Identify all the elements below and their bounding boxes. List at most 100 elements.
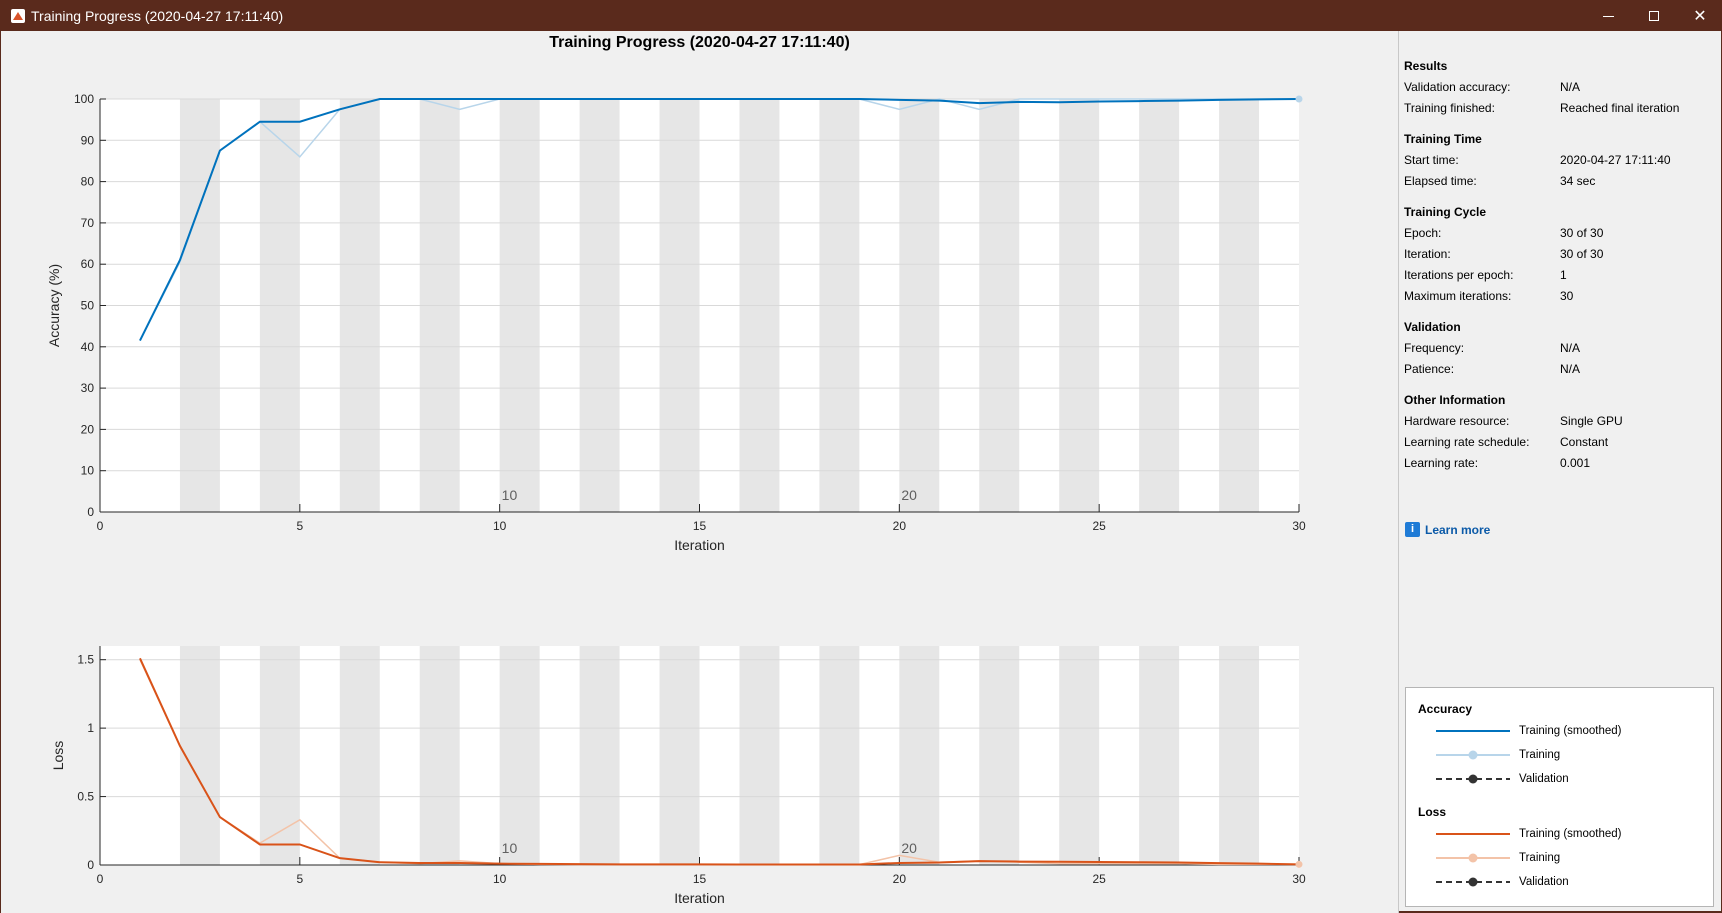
info-value: 34 sec (1560, 174, 1596, 188)
minimize-button[interactable] (1585, 1, 1631, 31)
series-training-smoothed-line (139, 98, 1300, 342)
x-tick-label: 0 (97, 519, 104, 533)
info-label: Start time: (1404, 153, 1459, 167)
x-tick-label: 5 (296, 519, 303, 533)
epoch-band (979, 646, 1020, 865)
window-title: Training Progress (2020-04-27 17:11:40) (31, 8, 284, 24)
legend-label: Training (smoothed) (1519, 828, 1622, 840)
x-tick-label: 10 (493, 519, 507, 533)
epoch-band (1219, 646, 1260, 865)
title-bar[interactable]: Training Progress (2020-04-27 17:11:40) … (1, 1, 1722, 31)
info-label: Frequency: (1404, 341, 1465, 355)
legend-label: Validation (1519, 876, 1569, 888)
learn-more-link[interactable]: i Learn more (1405, 522, 1490, 537)
info-label: Training finished: (1404, 101, 1495, 115)
info-label: Hardware resource: (1404, 414, 1510, 428)
info-label: Patience: (1404, 362, 1455, 376)
y-tick-label: 40 (81, 340, 95, 354)
y-tick-label: 90 (81, 133, 95, 147)
epoch-band (1139, 646, 1180, 865)
x-axis-label: Iteration (674, 537, 725, 551)
legend-dot (1468, 877, 1478, 887)
info-label: Validation accuracy: (1404, 80, 1511, 94)
legend-dot (1468, 750, 1478, 760)
epoch-marker-label: 20 (901, 840, 917, 856)
info-label: Iterations per epoch: (1404, 268, 1514, 282)
epoch-band (259, 646, 300, 865)
x-tick-label: 15 (693, 519, 707, 533)
epoch-band (579, 646, 620, 865)
epoch-band (339, 646, 380, 865)
accuracy-chart: 0 10 20 30 40 50 60 70 80 90 100 0 5 10 15 20 25 30 10 20 It… (46, 92, 1306, 551)
plot-area: Training Progress (2020-04-27 17:11:40) … (1, 31, 1398, 913)
x-tick-label: 10 (493, 872, 507, 886)
y-tick-label: 1 (87, 721, 94, 735)
main-title: Training Progress (2020-04-27 17:11:40) (549, 34, 850, 51)
training-last-point (1295, 860, 1303, 868)
section-title-validation: Validation (1404, 320, 1461, 334)
x-tick-label: 25 (1092, 872, 1106, 886)
info-value: 30 of 30 (1560, 226, 1604, 240)
panel-divider (1398, 31, 1399, 913)
epoch-band (899, 646, 940, 865)
y-axis-label: Accuracy (%) (46, 264, 62, 347)
y-tick-label: 10 (81, 464, 95, 478)
x-axis-label: Iteration (674, 890, 725, 906)
series-training-smoothed-line (139, 657, 1300, 866)
y-tick-label: 0.5 (77, 790, 94, 804)
x-tick-label: 20 (893, 872, 907, 886)
learn-more-label: Learn more (1425, 522, 1491, 537)
info-value: 0.001 (1560, 456, 1591, 470)
info-label: Learning rate schedule: (1404, 435, 1530, 449)
info-label: Epoch: (1404, 226, 1442, 240)
info-value: Single GPU (1560, 414, 1623, 428)
epoch-band (819, 646, 860, 865)
info-label: Elapsed time: (1404, 174, 1477, 188)
epoch-band (739, 646, 780, 865)
section-title-other: Other Information (1404, 393, 1506, 407)
section-title-results: Results (1404, 59, 1448, 73)
legend-label: Training (1519, 852, 1561, 864)
info-value: 1 (1560, 268, 1567, 282)
epoch-marker-label: 20 (901, 487, 917, 503)
info-value: 30 (1560, 289, 1574, 303)
y-tick-label: 0 (87, 505, 94, 519)
maximize-icon (1649, 11, 1659, 21)
x-tick-label: 20 (893, 519, 907, 533)
info-label: Iteration: (1404, 247, 1451, 261)
close-button[interactable]: ✕ (1677, 1, 1722, 31)
x-tick-label: 5 (296, 872, 303, 886)
section-title-training-cycle: Training Cycle (1404, 205, 1487, 219)
info-value: 2020-04-27 17:11:40 (1560, 153, 1671, 167)
legend: Accuracy Training (smoothed) Training Valid… (1405, 687, 1714, 907)
epoch-marker-label: 10 (502, 840, 518, 856)
info-value: Reached final iteration (1560, 101, 1680, 115)
legend-title-accuracy: Accuracy (1418, 702, 1473, 716)
info-value: Constant (1560, 435, 1609, 449)
y-tick-label: 80 (81, 175, 95, 189)
y-tick-label: 20 (81, 422, 95, 436)
legend-label: Validation (1519, 773, 1569, 785)
maximize-button[interactable] (1631, 1, 1677, 31)
epoch-band (499, 646, 540, 865)
close-icon: ✕ (1693, 8, 1707, 25)
x-tick-label: 25 (1092, 519, 1106, 533)
epoch-band (659, 646, 700, 865)
minimize-icon (1602, 15, 1614, 17)
x-tick-label: 30 (1292, 872, 1306, 886)
legend-marker-accuracy-0 (1436, 730, 1510, 732)
epoch-band (1059, 646, 1100, 865)
epoch-marker-label: 10 (502, 487, 518, 503)
matlab-logo-icon (11, 9, 25, 23)
y-tick-label: 30 (81, 381, 95, 395)
x-tick-label: 30 (1292, 519, 1306, 533)
y-tick-label: 100 (74, 92, 94, 106)
legend-marker-loss-2 (1436, 877, 1510, 887)
info-icon: i (1405, 522, 1420, 537)
legend-marker-accuracy-1 (1436, 750, 1510, 760)
info-label: Learning rate: (1404, 456, 1479, 470)
epoch-band (179, 646, 220, 865)
y-tick-label: 70 (81, 216, 95, 230)
y-axis-label: Loss (50, 741, 66, 771)
